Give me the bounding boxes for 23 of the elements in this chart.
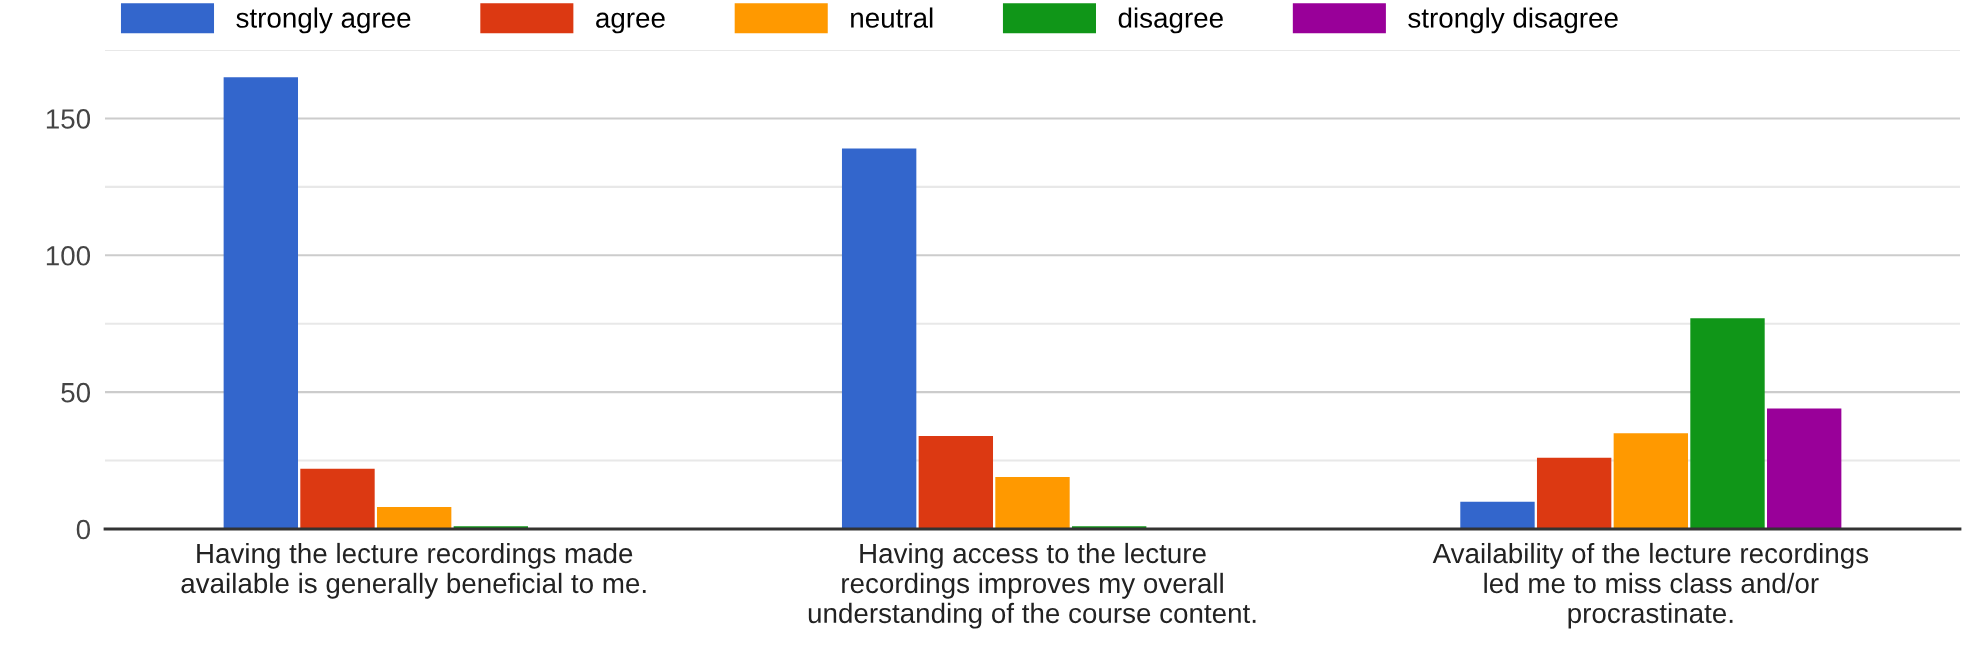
y-tick-label: 150 [46, 109, 91, 129]
legend-label: neutral [851, 7, 933, 28]
x-tick-label: Having access to the lecture recordings improves my overall understanding of the course content. [808, 542, 1256, 629]
bar [1766, 408, 1842, 529]
bar [918, 435, 994, 529]
x-tick-label: Having the lecture recordings made available is generally beneficial to me. [181, 542, 646, 599]
bar [841, 148, 917, 529]
bar [300, 468, 375, 529]
y-tick-label: 100 [46, 245, 91, 266]
legend-label: strongly agree [236, 7, 411, 34]
bar [1613, 433, 1689, 529]
bar [223, 77, 299, 529]
legend-label: disagree [1118, 7, 1223, 34]
bar [995, 476, 1070, 529]
bar [1460, 501, 1535, 529]
y-tick-label: 0 [76, 519, 91, 540]
bar [1536, 457, 1612, 529]
bar [1690, 318, 1765, 529]
y-tick-label: 50 [61, 382, 91, 403]
bar [376, 507, 452, 529]
legend-label: strongly disagree [1408, 7, 1618, 34]
legend-label: agree [596, 12, 665, 34]
x-tick-label: Availability of the lecture recordings led me to miss class and/or procrastinate. [1432, 542, 1869, 629]
